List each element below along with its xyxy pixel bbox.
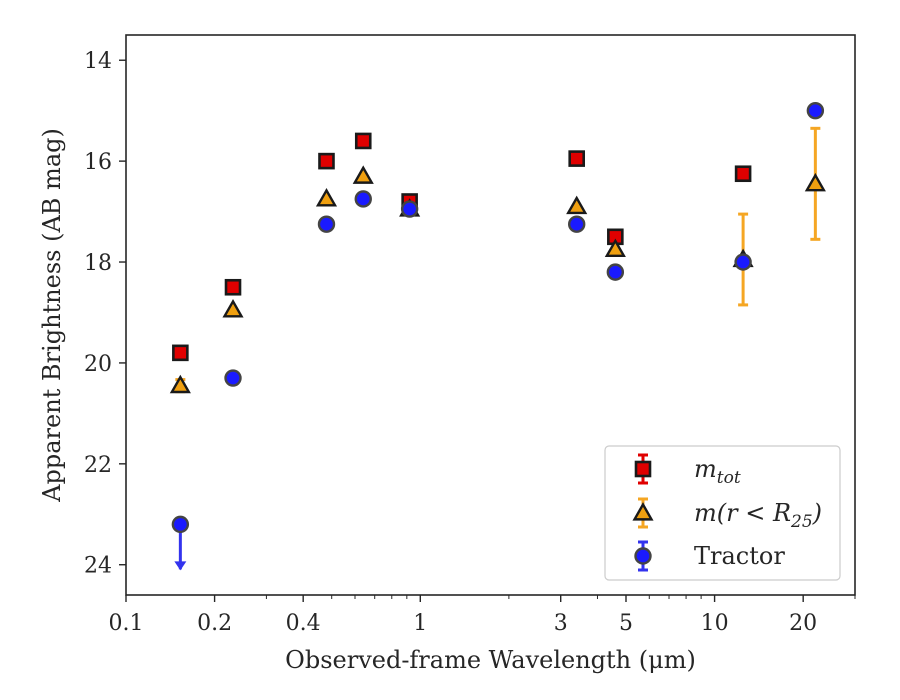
legend-marker (634, 460, 652, 478)
data-point (352, 165, 374, 184)
y-tick-label: 14 (84, 49, 112, 74)
upper-limit-arrow (174, 561, 187, 571)
series-circle (171, 101, 825, 571)
data-point (568, 215, 586, 233)
data-point (224, 369, 242, 387)
data-point (317, 215, 336, 233)
y-tick-label: 24 (84, 554, 112, 579)
x-tick-label: 20 (789, 611, 817, 636)
x-axis-label: Observed-frame Wavelength (μm) (285, 646, 696, 674)
y-tick-label: 18 (84, 251, 112, 276)
data-point (806, 101, 825, 120)
legend: mtot m(r < R25) Tractor (604, 445, 841, 581)
data-point (568, 150, 586, 167)
data-point (734, 165, 752, 183)
legend-label: m(r < R25) (694, 499, 822, 532)
y-axis-label: Apparent Brightness (AB mag) (38, 128, 66, 503)
legend-label: Tractor (694, 542, 785, 570)
x-tick-label: 1 (413, 611, 427, 636)
data-point (172, 344, 189, 362)
data-point (804, 172, 826, 192)
data-point (354, 190, 372, 208)
x-tick-label: 5 (619, 611, 633, 636)
data-point (169, 374, 191, 394)
legend-label: mtot (694, 455, 741, 488)
data-point (734, 253, 752, 271)
x-tick-label: 0.1 (109, 611, 144, 636)
y-tick-label: 22 (84, 453, 112, 478)
x-tick-label: 0.2 (197, 611, 232, 636)
axis-ticks: 0.1 0.2 0.4 1 3 5 10 20 14 16 18 20 22 24 (84, 49, 856, 636)
data-point (604, 238, 626, 257)
plot-area (169, 101, 826, 571)
data-point (224, 278, 242, 296)
data-point (318, 152, 335, 170)
x-tick-label: 3 (554, 611, 568, 636)
data-point (400, 200, 419, 218)
data-point (222, 299, 244, 318)
data-point (315, 188, 338, 207)
legend-box (604, 445, 841, 581)
legend-marker (632, 502, 654, 521)
x-tick-label: 0.4 (286, 611, 321, 636)
data-point (566, 195, 588, 215)
y-tick-label: 20 (84, 352, 112, 377)
legend-marker (634, 547, 652, 565)
data-point (606, 263, 625, 281)
y-tick-label: 16 (84, 150, 112, 175)
series-square (172, 132, 752, 362)
plot-frame (125, 34, 856, 596)
x-tick-label: 10 (701, 611, 729, 636)
data-point (354, 132, 372, 150)
data-point (171, 515, 190, 534)
